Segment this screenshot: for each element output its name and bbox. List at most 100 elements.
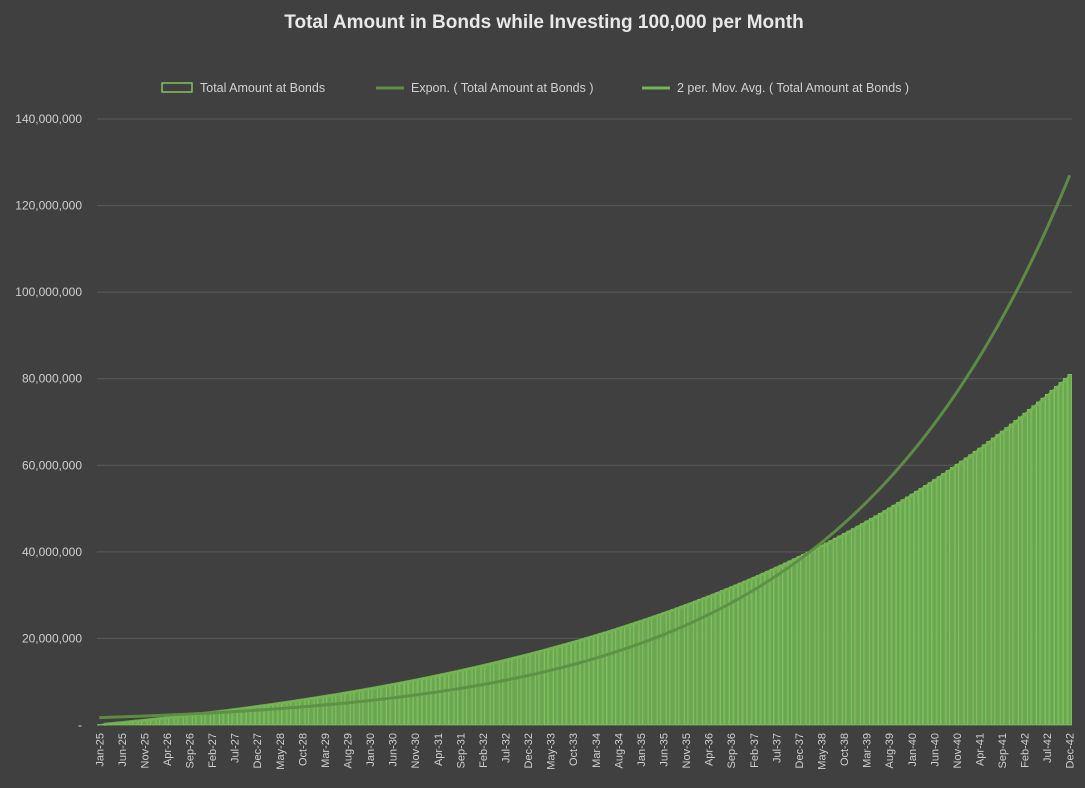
bar — [503, 659, 508, 726]
bar — [598, 633, 603, 726]
x-tick-label: Jul-42 — [1042, 733, 1054, 763]
bar — [918, 488, 923, 726]
x-tick-label: Jan-40 — [907, 733, 919, 767]
bar — [742, 580, 747, 726]
y-tick-label: 20,000,000 — [22, 631, 82, 645]
bar — [277, 702, 282, 726]
bar — [354, 690, 359, 726]
bar — [358, 689, 364, 726]
bar — [796, 556, 802, 726]
bar — [584, 637, 589, 726]
bar — [313, 697, 319, 726]
bars — [97, 374, 1072, 726]
bar — [575, 640, 580, 726]
bar — [1045, 393, 1050, 726]
bar — [909, 493, 914, 726]
x-tick-label: Jul-37 — [771, 733, 783, 763]
bar — [670, 609, 675, 726]
bar — [868, 518, 874, 726]
x-tick-label: Jun-40 — [929, 733, 941, 767]
x-tick-label: Sep-31 — [455, 733, 467, 768]
x-tick-label: Aug-29 — [343, 733, 355, 768]
bar — [661, 612, 666, 726]
legend-label-bars: Total Amount at Bonds — [200, 81, 325, 95]
bar — [747, 578, 752, 726]
bar — [995, 434, 1000, 726]
bar — [539, 650, 544, 726]
y-tick-label: 80,000,000 — [22, 372, 82, 386]
bar — [855, 525, 860, 726]
bar — [422, 677, 427, 726]
bar — [620, 626, 626, 726]
bar — [471, 666, 477, 726]
x-tick-label: Dec-37 — [794, 733, 806, 768]
bar — [729, 586, 734, 726]
bar — [336, 693, 341, 726]
moving-average-line — [103, 375, 1071, 726]
bar — [1063, 378, 1068, 726]
bar — [385, 684, 391, 726]
bar — [950, 467, 955, 726]
bar — [467, 667, 472, 726]
bar — [525, 653, 531, 726]
bar — [571, 641, 576, 726]
x-tick-label: Nov-30 — [410, 733, 422, 768]
bar — [480, 664, 486, 726]
bar — [810, 549, 815, 726]
bar — [634, 621, 639, 726]
x-tick-label: Sep-26 — [185, 733, 197, 768]
bar — [891, 504, 896, 726]
x-tick-label: Feb-42 — [1020, 733, 1032, 768]
bar — [652, 615, 657, 726]
bar — [1022, 412, 1027, 726]
bar — [349, 691, 355, 726]
bar — [905, 496, 910, 726]
bar — [638, 620, 644, 726]
x-tick-label: Feb-32 — [478, 733, 490, 768]
bar — [774, 566, 779, 726]
y-tick-label: 120,000,000 — [15, 199, 82, 213]
bar — [665, 610, 671, 726]
x-tick-label: Jul-27 — [230, 733, 242, 763]
bar — [557, 645, 562, 726]
bar — [1035, 401, 1041, 726]
bar — [521, 654, 526, 726]
bar — [390, 683, 395, 726]
x-tick-label: Jun-35 — [658, 733, 670, 767]
bar — [841, 533, 847, 726]
bar — [643, 618, 648, 726]
x-tick-label: Apr-36 — [704, 733, 716, 766]
bar — [927, 482, 932, 726]
x-tick-label: Feb-27 — [207, 733, 219, 768]
bar — [426, 676, 431, 726]
bar — [945, 470, 951, 726]
bar — [959, 460, 964, 726]
bar — [968, 454, 973, 726]
bar — [1026, 409, 1032, 726]
bar — [977, 447, 982, 726]
x-tick-label: Mar-34 — [591, 733, 603, 768]
bar — [372, 687, 377, 726]
bar — [449, 671, 454, 726]
bar — [629, 623, 635, 726]
bar — [914, 490, 919, 726]
bar — [986, 441, 991, 726]
bar — [954, 463, 960, 726]
bar — [887, 507, 892, 726]
bar — [318, 696, 323, 726]
bar — [783, 562, 788, 726]
bar — [1040, 397, 1045, 726]
legend: Total Amount at Bonds Expon. ( Total Amo… — [161, 81, 909, 95]
y-tick-label: 100,000,000 — [15, 285, 82, 299]
bar — [941, 473, 946, 726]
bar — [273, 703, 278, 726]
x-tick-label: Apr-26 — [162, 733, 174, 766]
bar — [679, 605, 684, 726]
y-tick-label: 40,000,000 — [22, 545, 82, 559]
bar — [399, 682, 404, 726]
x-tick-label: Jun-30 — [388, 733, 400, 767]
bar — [363, 688, 368, 726]
bar — [566, 642, 571, 726]
x-tick-label: Apr-41 — [974, 733, 986, 766]
